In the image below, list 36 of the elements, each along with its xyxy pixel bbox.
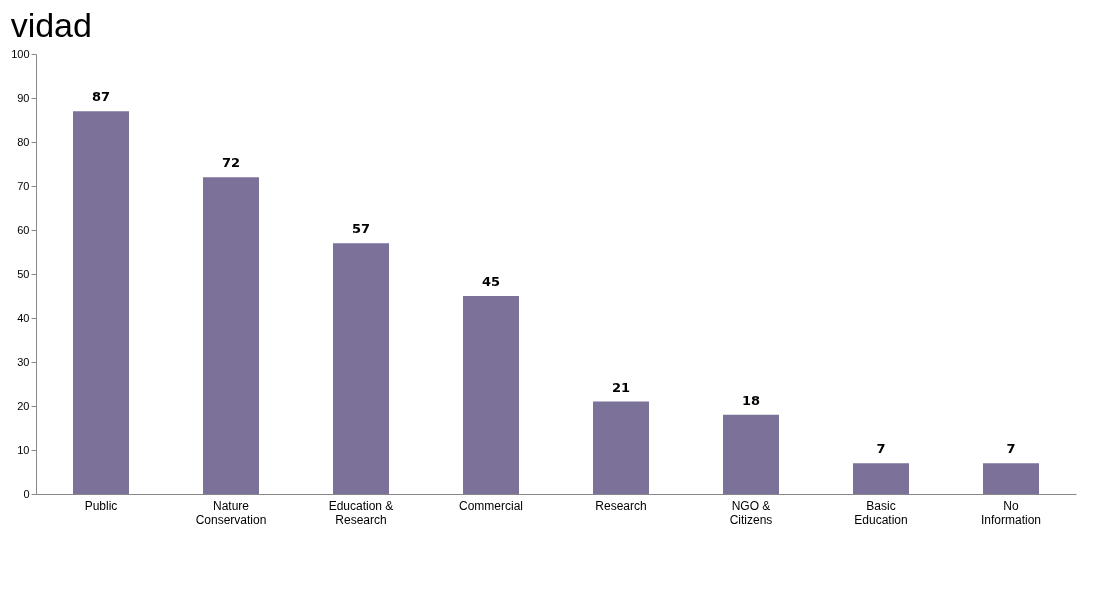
data-label: 45 [481, 274, 501, 289]
x-tick-label: Commercial [458, 498, 524, 513]
y-tick-label: 90 [17, 91, 30, 104]
x-tick-label: NGO & Citizens [729, 498, 773, 527]
y-tick-label: 40 [17, 311, 30, 324]
bar [723, 414, 779, 494]
text: vidad [10, 6, 92, 44]
x-tick-label: Public [84, 498, 118, 513]
bar [983, 463, 1039, 494]
y-tick-label: 100 [11, 47, 30, 60]
bar [463, 296, 519, 494]
y-tick-label: 80 [17, 135, 30, 148]
data-label: 21 [611, 379, 631, 395]
data-label: 72 [221, 155, 241, 171]
y-tick-label: 10 [17, 443, 30, 456]
data-label: 7 [876, 441, 886, 457]
y-tick-label: 50 [17, 267, 30, 280]
x-tick-label: Nature Conservation [195, 498, 267, 527]
data-label: 57 [351, 221, 371, 237]
y-tick-label: 20 [17, 399, 30, 412]
data-label: 7 [1006, 441, 1016, 457]
bar [333, 243, 389, 494]
bar [593, 401, 649, 494]
y-tick-label: 30 [17, 355, 30, 368]
y-tick-label: 70 [17, 179, 30, 192]
y-tick-label: 0 [23, 487, 30, 500]
data-label: 18 [741, 392, 761, 408]
y-tick-label: 60 [17, 223, 30, 236]
x-tick-label: Research [595, 498, 647, 513]
data-label: 87 [91, 89, 111, 105]
bar [73, 111, 129, 494]
bar [853, 463, 909, 494]
x-tick-label: No Information [980, 498, 1042, 527]
bar [203, 177, 259, 494]
x-tick-label: Education & Research [328, 498, 394, 527]
x-tick-label: Basic Education [854, 498, 908, 527]
